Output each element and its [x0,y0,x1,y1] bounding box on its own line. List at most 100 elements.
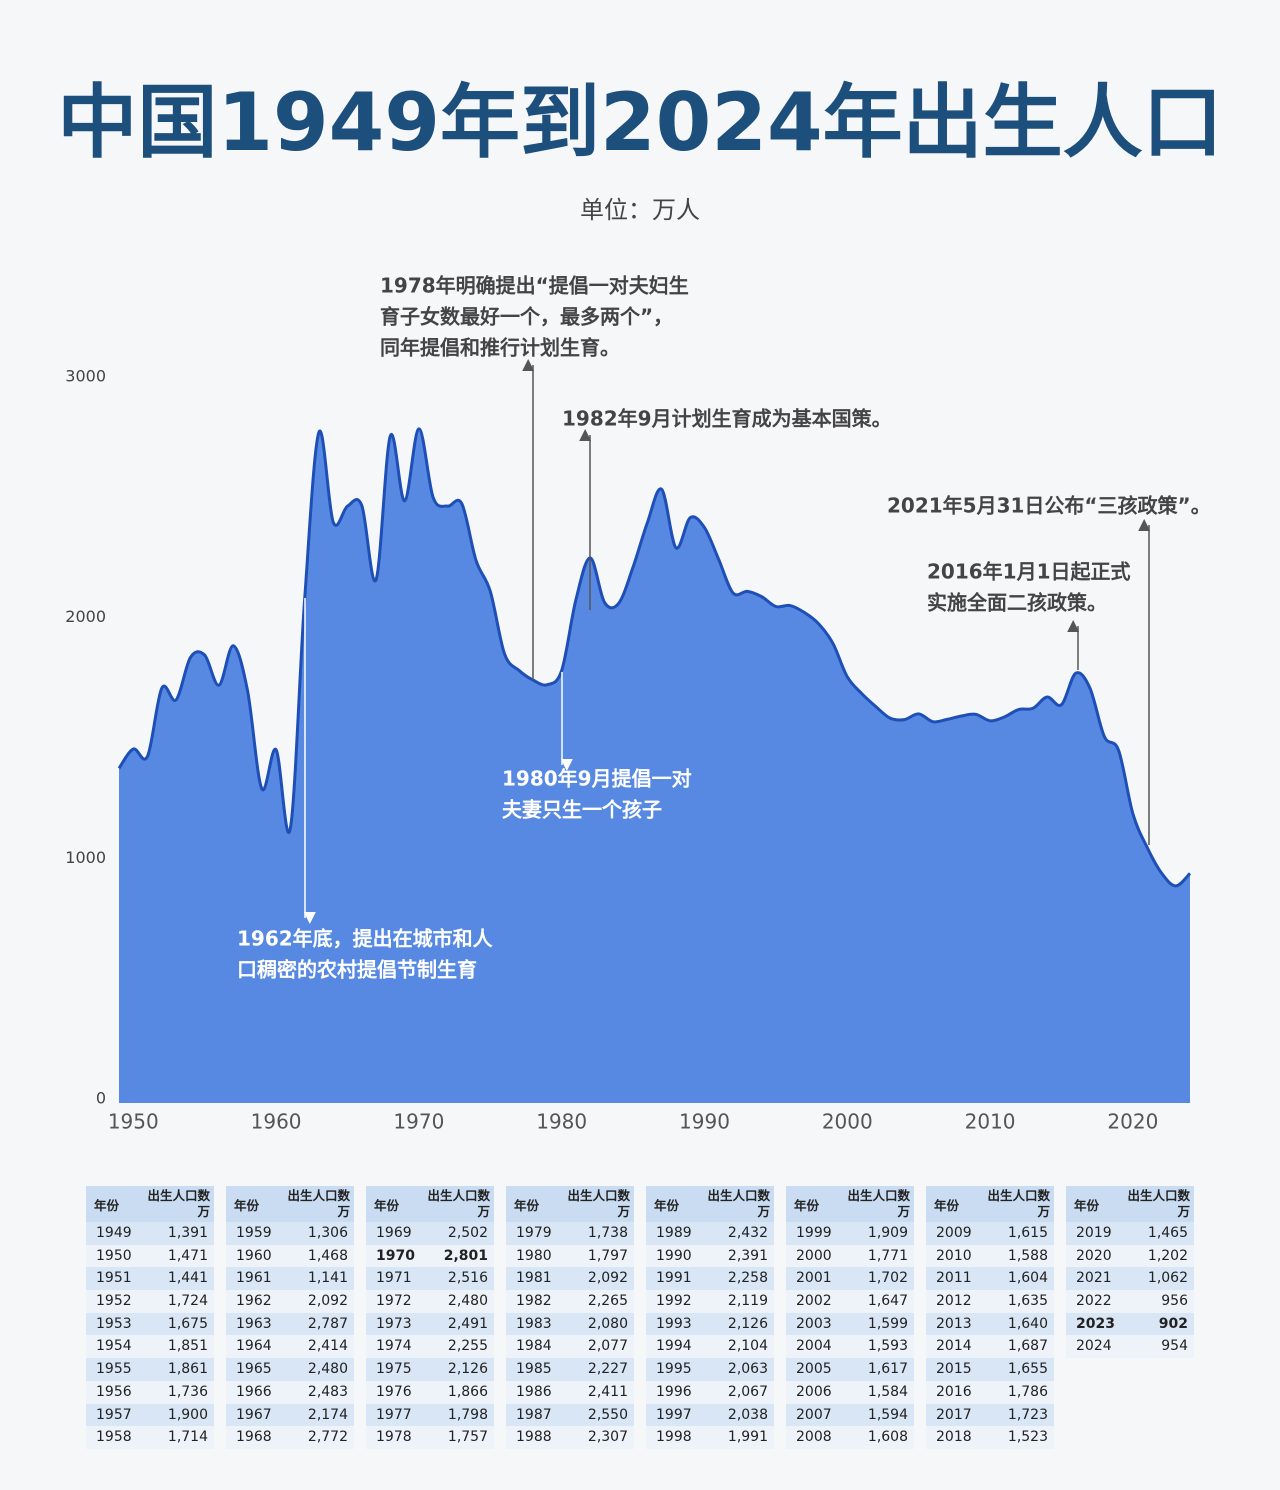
cell-year: 1952 [96,1293,132,1310]
cell-year: 1974 [376,1338,412,1355]
x-tick-label: 1990 [679,1110,730,1134]
cell-year: 2010 [936,1247,972,1264]
cell-year: 1985 [516,1361,552,1378]
cell-births: 2,516 [447,1270,488,1287]
cell-year: 2014 [936,1338,972,1355]
cell-year: 1997 [656,1406,692,1423]
header-births: 出生人口数万 [847,1188,910,1219]
table-row: 2007 1,594 [786,1403,914,1427]
cell-year: 2001 [796,1270,832,1287]
table-row: 1988 2,307 [506,1426,634,1449]
cell-births: 2,480 [307,1361,348,1378]
table: 年份 出生人口数万 1969 2,502 1970 2,801 1971 2,516 1972 2… [366,1186,494,1449]
table: 年份 出生人口数万 2009 1,615 2010 1,588 2011 1,604 2012 1… [926,1186,1054,1449]
table-row: 2019 1,465 [1066,1222,1194,1245]
cell-year: 1986 [516,1383,552,1400]
cell-births: 2,092 [307,1293,348,1310]
cell-births: 2,265 [587,1293,628,1310]
cell-year: 2015 [936,1361,972,1378]
cell-births: 1,991 [727,1429,768,1446]
table-row: 1984 2,077 [506,1335,634,1359]
cell-year: 1984 [516,1338,552,1355]
cell-births: 1,441 [167,1270,208,1287]
table: 年份 出生人口数万 1949 1,391 1950 1,471 1951 1,441 1952 1… [86,1186,214,1449]
cell-year: 1966 [236,1383,272,1400]
table-row: 1979 1,738 [506,1222,634,1245]
table-row: 1951 1,441 [86,1267,214,1291]
annotation: 实施全面二孩政策。 [927,591,1107,615]
table-row: 2001 1,702 [786,1267,914,1291]
table-row: 1980 1,797 [506,1244,634,1268]
cell-year: 2019 [1076,1225,1112,1241]
cell-births: 2,414 [307,1338,348,1355]
table-row: 1961 1,141 [226,1267,354,1291]
y-tick-label: 3000 [65,367,106,386]
header-year: 年份 [654,1197,680,1213]
table-row: 1985 2,227 [506,1358,634,1381]
cell-births: 1,655 [1007,1361,1048,1378]
cell-births: 1,594 [867,1406,908,1423]
cell-year: 1983 [516,1315,552,1332]
cell-year: 1988 [516,1429,552,1446]
header-births: 出生人口数万 [707,1188,770,1219]
table-row: 1968 2,772 [226,1426,354,1449]
header-births: 出生人口数万 [987,1188,1050,1219]
cell-year: 2018 [936,1429,972,1446]
header-year: 年份 [374,1197,400,1213]
cell-births: 1,640 [1007,1315,1048,1332]
cell-year: 1968 [236,1429,272,1446]
table-row: 1974 2,255 [366,1335,494,1359]
table-row: 2002 1,647 [786,1290,914,1313]
cell-births: 2,502 [447,1225,488,1241]
cell-year: 2009 [936,1225,972,1241]
table-row: 1997 2,038 [646,1403,774,1427]
y-tick-label: 2000 [65,607,106,626]
cell-year: 1971 [376,1270,412,1287]
header-year: 年份 [514,1197,540,1213]
table-row: 1950 1,471 [86,1244,214,1268]
cell-births: 2,550 [587,1406,628,1423]
cell-births: 1,471 [167,1247,208,1264]
cell-year: 1954 [96,1338,132,1355]
table-row: 1967 2,174 [226,1403,354,1427]
cell-year: 1992 [656,1293,692,1310]
table-row: 1991 2,258 [646,1267,774,1291]
table-row: 1971 2,516 [366,1267,494,1291]
table-header: 年份 出生人口数万 [646,1186,774,1222]
cell-births: 956 [1161,1293,1188,1310]
table-row: 1958 1,714 [86,1426,214,1449]
cell-births: 1,786 [1007,1383,1048,1400]
cell-year: 2020 [1076,1247,1112,1264]
cell-year: 1993 [656,1315,692,1332]
table-row: 1976 1,866 [366,1380,494,1404]
table-header: 年份 出生人口数万 [226,1186,354,1222]
header-births: 出生人口数万 [287,1188,350,1219]
cell-births: 1,900 [167,1406,208,1423]
cell-births: 2,787 [307,1315,348,1332]
table-row: 2006 1,584 [786,1380,914,1404]
annotation: 2016年1月1日起正式 [927,560,1131,584]
table-row: 2023 902 [1066,1312,1194,1336]
cell-year: 2004 [796,1338,832,1355]
cell-births: 2,255 [447,1338,488,1355]
table-row: 1964 2,414 [226,1335,354,1359]
header-births: 出生人口数万 [1127,1188,1190,1219]
table-row: 1972 2,480 [366,1290,494,1313]
table-body: 1969 2,502 1970 2,801 1971 2,516 1972 2,480 1973… [366,1222,494,1449]
table-row: 2017 1,723 [926,1403,1054,1427]
table-row: 2016 1,786 [926,1380,1054,1404]
cell-births: 1,523 [1007,1429,1048,1446]
x-tick-label: 1950 [108,1110,159,1134]
table-row: 1995 2,063 [646,1358,774,1381]
cell-year: 2013 [936,1315,972,1332]
header-year: 年份 [1074,1197,1100,1213]
table-row: 1965 2,480 [226,1358,354,1381]
cell-births: 2,119 [727,1293,768,1310]
cell-births: 1,675 [167,1315,208,1332]
table-row: 2009 1,615 [926,1222,1054,1245]
table-body: 1949 1,391 1950 1,471 1951 1,441 1952 1,724 1953… [86,1222,214,1449]
cell-year: 1976 [376,1383,412,1400]
cell-year: 2003 [796,1315,832,1332]
table-row: 1962 2,092 [226,1290,354,1313]
table-row: 1983 2,080 [506,1312,634,1336]
